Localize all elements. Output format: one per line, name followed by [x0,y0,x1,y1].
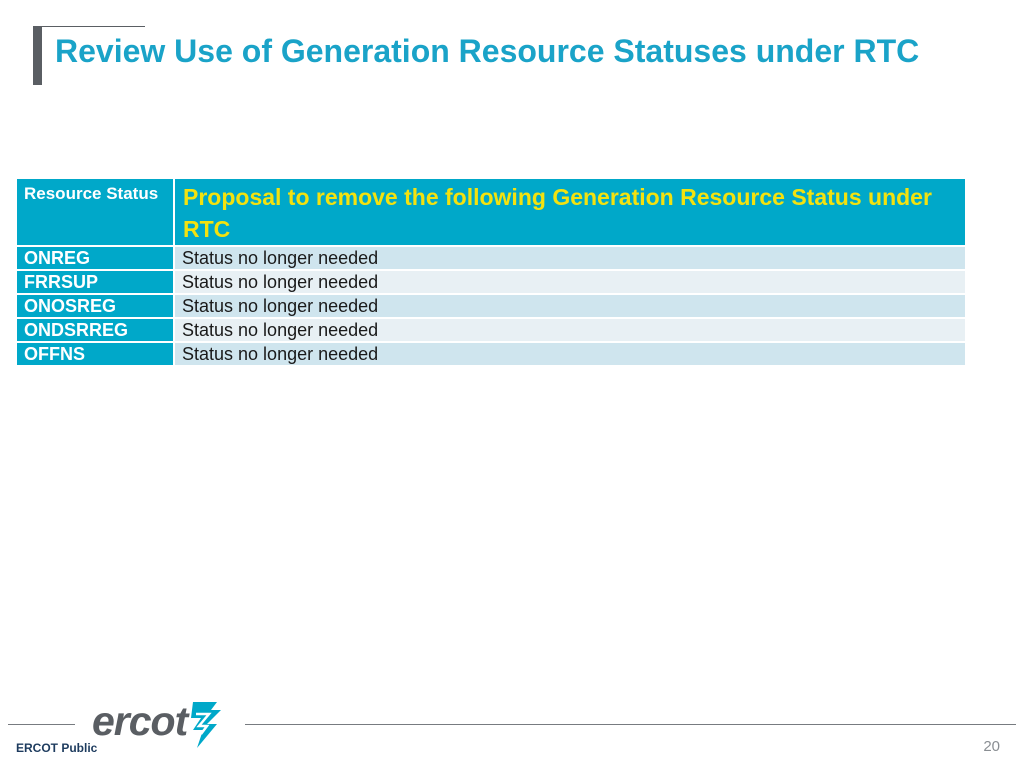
table-row: FRRSUP Status no longer needed [17,271,965,293]
footer-divider-left [8,724,75,725]
table-row: ONREG Status no longer needed [17,247,965,269]
texas-bolt-icon [191,702,221,748]
status-description: Status no longer needed [175,295,965,317]
status-description: Status no longer needed [175,271,965,293]
table-row: OFFNS Status no longer needed [17,343,965,365]
status-code: ONREG [17,247,175,269]
table-row: ONOSREG Status no longer needed [17,295,965,317]
status-code: FRRSUP [17,271,175,293]
status-description: Status no longer needed [175,343,965,365]
slide-title: Review Use of Generation Resource Status… [55,33,920,69]
footer-divider-right [245,724,1016,725]
status-description: Status no longer needed [175,319,965,341]
table-row: ONDSRREG Status no longer needed [17,319,965,341]
page-number: 20 [983,738,1000,755]
status-code: ONOSREG [17,295,175,317]
title-accent-bar [33,27,42,85]
title-accent-line [33,26,145,27]
ercot-logo: ercot [92,698,232,750]
header-proposal: Proposal to remove the following Generat… [175,179,965,245]
footer-classification: ERCOT Public [16,741,98,755]
status-code: OFFNS [17,343,175,365]
status-description: Status no longer needed [175,247,965,269]
resource-status-table: Resource Status Proposal to remove the f… [17,177,965,367]
header-resource-status: Resource Status [17,179,175,245]
logo-wordmark: ercot [92,698,188,744]
status-code: ONDSRREG [17,319,175,341]
table-header-row: Resource Status Proposal to remove the f… [17,179,965,245]
